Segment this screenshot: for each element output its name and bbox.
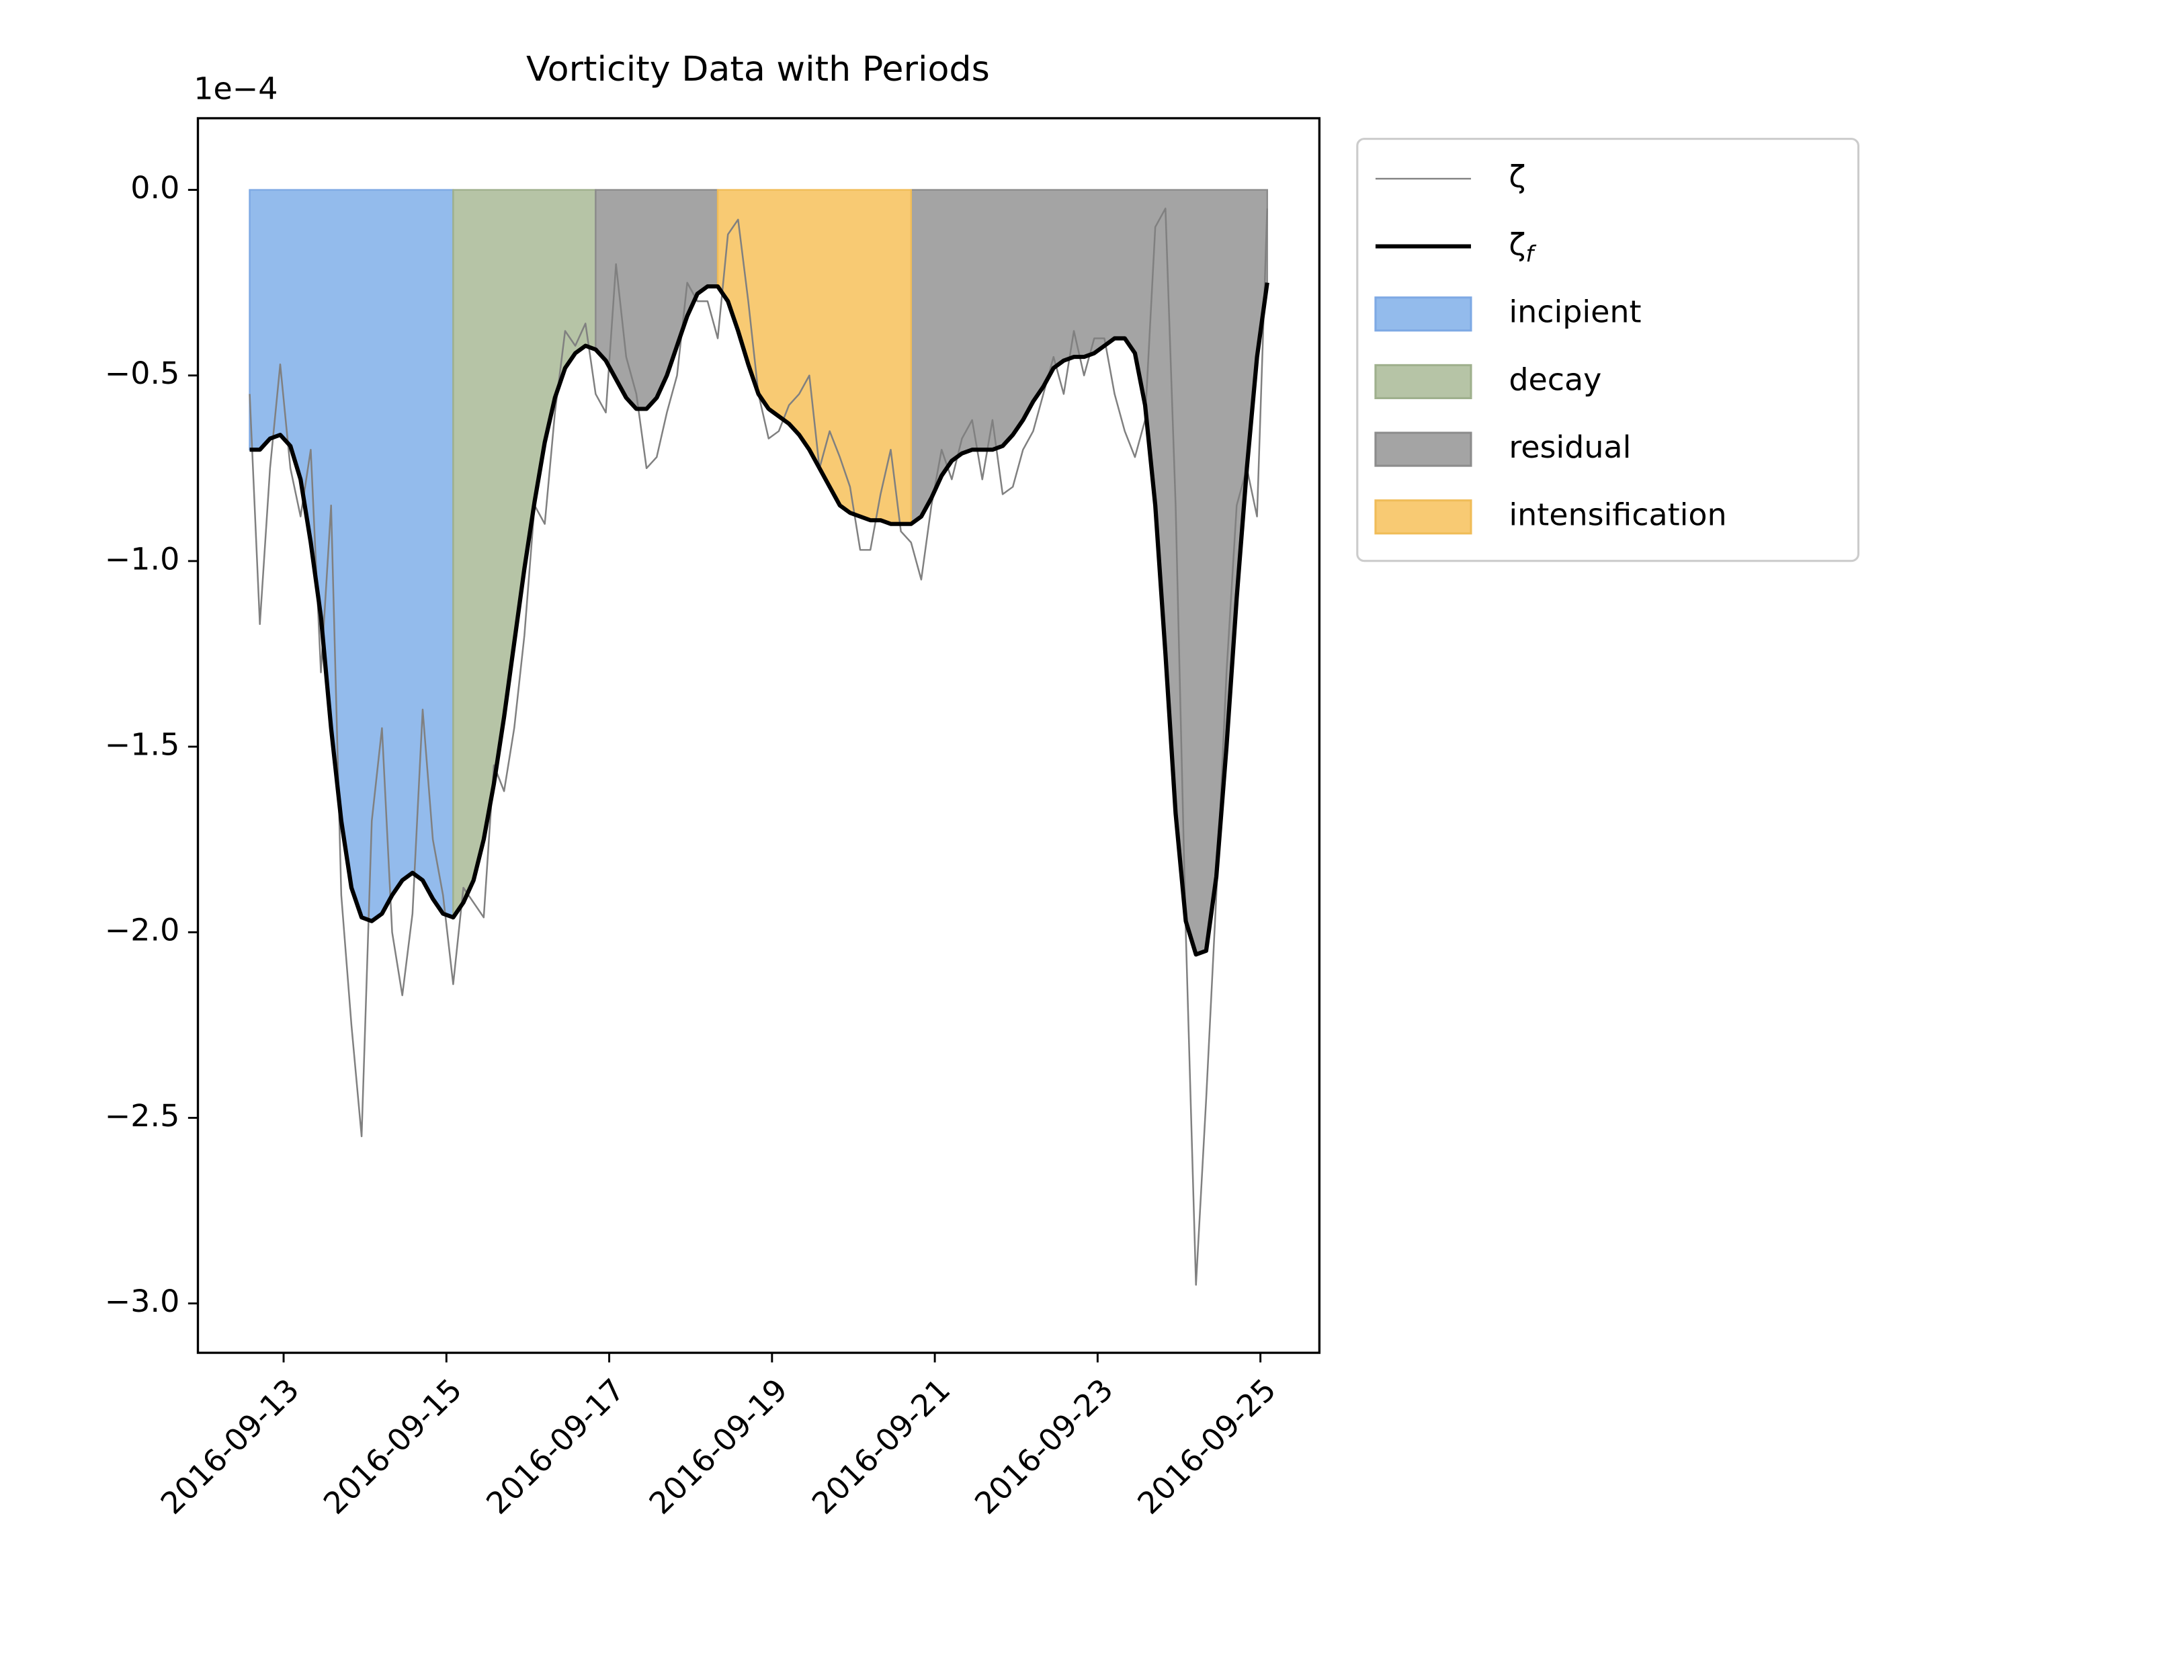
y-tick-label: −2.5	[105, 1098, 180, 1133]
legend-swatch	[1374, 431, 1472, 467]
legend-swatch	[1374, 499, 1472, 535]
legend-label: decay	[1509, 362, 1601, 397]
legend-swatch	[1374, 364, 1472, 400]
y-offset-label: 1e−4	[194, 71, 278, 106]
plot-area	[249, 189, 1269, 1286]
legend-label: ζ	[1509, 159, 1525, 194]
chart-title: Vorticity Data with Periods	[526, 50, 990, 89]
legend-swatch	[1374, 296, 1472, 332]
axes-frame	[196, 117, 1321, 1354]
legend-box	[1356, 138, 1859, 562]
legend-label: intensification	[1509, 497, 1726, 532]
y-tick-label: −0.5	[105, 356, 180, 391]
legend-label: incipient	[1509, 294, 1641, 329]
y-tick-label: −3.0	[105, 1284, 180, 1318]
y-tick-label: 0.0	[130, 170, 179, 205]
y-tick-label: −1.5	[105, 727, 180, 762]
legend-label: residual	[1509, 429, 1631, 464]
y-tick-label: −2.0	[105, 913, 180, 948]
y-tick-label: −1.0	[105, 542, 180, 577]
series-line	[249, 282, 1269, 957]
